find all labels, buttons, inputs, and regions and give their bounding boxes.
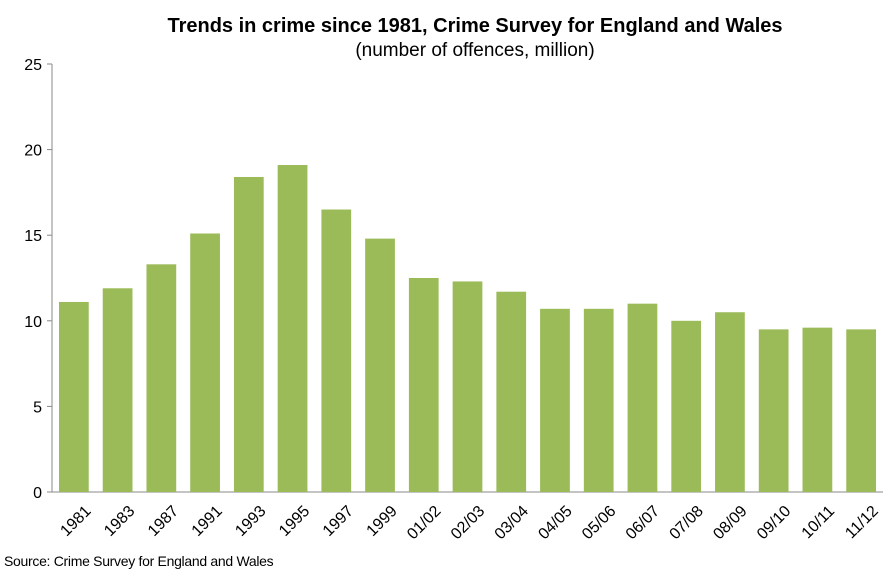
bar <box>365 238 395 492</box>
x-tick-label: 09/10 <box>754 503 794 543</box>
y-tick-label: 10 <box>24 314 42 331</box>
x-tick-label: 10/11 <box>799 503 839 543</box>
x-tick-label: 1993 <box>232 503 269 540</box>
bar <box>408 278 439 492</box>
bar <box>496 291 527 492</box>
x-tick-label: 03/04 <box>492 503 532 543</box>
y-tick-label: 5 <box>33 399 42 416</box>
y-tick-label: 0 <box>33 485 42 502</box>
y-axis-ticks: 0 5 10 15 20 25 <box>24 57 52 502</box>
bars <box>58 165 877 492</box>
x-tick-label: 07/08 <box>667 503 707 543</box>
bar <box>146 264 177 492</box>
bar <box>321 209 352 492</box>
bar <box>233 176 264 492</box>
bar <box>540 308 570 492</box>
bar <box>452 281 483 492</box>
chart-title: Trends in crime since 1981, Crime Survey… <box>167 15 783 37</box>
x-tick-label: 08/09 <box>710 503 750 543</box>
x-axis-ticks: 1981 1983 1987 1991 1993 1995 1997 1999 01/02 02/… <box>57 503 882 543</box>
x-tick-label: 11/12 <box>842 503 882 543</box>
bar <box>627 303 658 492</box>
y-tick-label: 25 <box>24 57 42 74</box>
x-tick-label: 1999 <box>364 503 401 540</box>
bar <box>671 320 702 492</box>
x-tick-label: 1995 <box>276 503 313 540</box>
bar <box>102 288 133 492</box>
x-tick-label: 06/07 <box>623 503 663 543</box>
x-tick-label: 02/03 <box>448 503 488 543</box>
x-tick-label: 01/02 <box>404 503 444 543</box>
bar <box>715 312 745 492</box>
y-tick-label: 20 <box>24 143 42 160</box>
x-tick-label: 1981 <box>57 503 94 540</box>
y-tick-label: 15 <box>24 228 42 245</box>
bar <box>190 233 220 492</box>
x-tick-label: 1997 <box>320 503 357 540</box>
bar <box>802 327 833 492</box>
bar <box>583 308 614 492</box>
x-tick-label: 05/06 <box>579 503 619 543</box>
x-tick-label: 1987 <box>145 503 182 540</box>
chart-subtitle: (number of offences, million) <box>355 40 595 61</box>
bar <box>277 165 308 492</box>
x-tick-label: 04/05 <box>535 503 575 543</box>
x-tick-label: 1983 <box>101 503 138 540</box>
x-tick-label: 1991 <box>189 503 226 540</box>
bar <box>58 301 89 492</box>
bar <box>846 329 877 492</box>
bar <box>758 329 789 492</box>
source-note: Source: Crime Survey for England and Wal… <box>4 553 274 569</box>
